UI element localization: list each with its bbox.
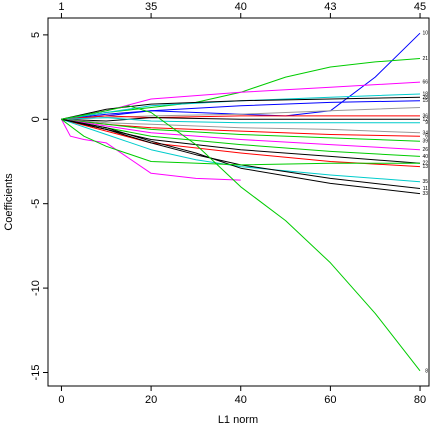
series-line-20 [60,119,241,181]
series-line-1 [61,58,421,120]
series-line-12 [61,118,421,142]
top-tick-label: 40 [235,1,247,13]
y-tick-label: 0 [30,116,42,122]
series-line-9 [61,117,420,124]
series-line-22 [61,105,421,372]
series-end-label: 26 [422,147,428,153]
x-tick-label: 0 [58,394,64,406]
series-end-label: 34 [422,130,428,136]
series-end-label: 6 [425,134,428,140]
series-line-3 [61,93,421,120]
series-line-8 [61,117,420,122]
series-end-label: 11 [423,186,428,192]
series-line-21 [61,118,420,166]
series-end-label: 15 [422,98,428,104]
y-axis-title: Coefficients [3,173,15,231]
top-tick-label: 35 [145,1,157,13]
top-tick-label: 1 [58,1,64,13]
x-tick-label: 20 [145,394,157,406]
series-end-label: 13 [422,164,428,170]
series-end-label: 12 [422,117,428,123]
x-tick-label: 80 [414,394,426,406]
axes-layer: 0 20 40 60 80 1 35 40 43 45 5 0 -5 -10 -15 [30,1,426,406]
series-line-4 [61,96,421,120]
series-layer [60,32,421,372]
x-tick-label: 60 [324,394,336,406]
series-end-label: 40 [422,154,428,160]
y-tick-label: -10 [30,280,42,296]
series-end-label: 21 [422,56,428,62]
series-line-10 [61,118,421,134]
series-line-18 [61,118,421,189]
series-line-7 [61,115,420,120]
series-line-13 [61,118,421,151]
series-end-label: 18 [422,91,428,97]
series-end-label: 9 [425,120,428,126]
series-line-17 [61,118,421,183]
top-tick-label: 45 [414,1,426,13]
y-tick-label: 5 [30,32,42,38]
top-tick-label: 43 [324,1,336,13]
series-end-label: 10 [422,31,428,37]
series-end-label: 22 [422,161,428,167]
series-end-label: 35 [422,179,428,185]
series-line-0 [61,32,421,120]
y-tick-label: -5 [30,199,42,209]
series-end-label: 8 [425,368,428,374]
series-line-16 [61,118,421,168]
y-tick-label: -15 [30,365,42,381]
series-line-15 [61,118,421,164]
series-end-label: 28 [422,95,428,101]
series-end-label: 36 [422,113,428,119]
series-line-19 [61,118,421,195]
x-tick-label: 40 [235,394,247,406]
plot-frame [47,17,430,387]
series-end-label: 39 [422,139,428,145]
series-end-label: 66 [422,80,428,86]
series-end-label: 33 [422,191,428,197]
x-axis-title: L1 norm [218,414,258,426]
